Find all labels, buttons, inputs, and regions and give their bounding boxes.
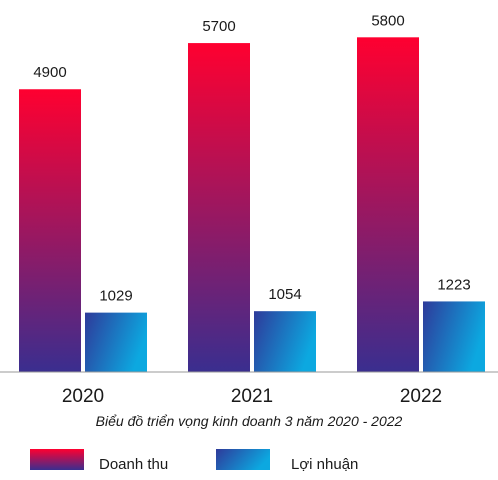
x-tick-label-2021: 2021 [231, 386, 273, 407]
bar-loi-nhuan-2021 [254, 311, 316, 372]
data-label-doanh-thu-2021: 5700 [202, 18, 235, 35]
bar-doanh-thu-2020 [19, 89, 81, 372]
legend: Doanh thu Lợi nhuận [30, 449, 358, 473]
data-label-loi-nhuan-2021: 1054 [268, 286, 301, 303]
chart-subtitle: Biểu đồ triển vọng kinh doanh 3 năm 2020… [96, 413, 403, 429]
legend-label-doanh-thu: Doanh thu [99, 456, 168, 473]
legend-label-loi-nhuan: Lợi nhuận [291, 456, 358, 473]
x-tick-labels: 2020 2021 2022 [62, 386, 442, 407]
bar-loi-nhuan-2020 [85, 312, 147, 372]
x-tick-label-2022: 2022 [400, 386, 442, 407]
bars-layer [19, 37, 485, 373]
legend-swatch-doanh-thu [30, 449, 84, 470]
bar-doanh-thu-2021 [188, 43, 250, 372]
data-label-doanh-thu-2020: 4900 [33, 64, 66, 81]
legend-swatch-loi-nhuan [216, 449, 270, 470]
data-label-doanh-thu-2022: 5800 [371, 12, 404, 29]
data-labels-layer: 4900 1029 5700 1054 5800 1223 [33, 12, 470, 304]
data-label-loi-nhuan-2020: 1029 [99, 288, 132, 305]
x-tick-label-2020: 2020 [62, 386, 104, 407]
bar-doanh-thu-2022 [357, 37, 419, 373]
bar-loi-nhuan-2022 [423, 301, 485, 372]
data-label-loi-nhuan-2022: 1223 [437, 276, 470, 293]
